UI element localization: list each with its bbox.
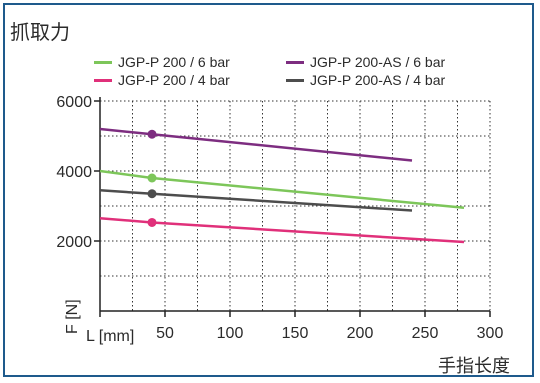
y-axis-label: F [N] <box>64 299 81 334</box>
legend-label: JGP-P 200 / 4 bar <box>118 72 230 88</box>
legend-label: JGP-P 200-AS / 6 bar <box>310 54 446 70</box>
x-tick-label: 150 <box>282 325 309 342</box>
series-marker-0 <box>147 173 157 183</box>
y-tick-label: 4000 <box>56 164 92 181</box>
grid <box>100 100 491 311</box>
legend-item-jgp-6bar: JGP-P 200 / 6 bar <box>94 54 230 70</box>
x-tick-label: 300 <box>477 325 504 342</box>
legend-label: JGP-P 200-AS / 4 bar <box>310 72 446 88</box>
x-tick-label: 50 <box>156 325 174 342</box>
legend-swatch <box>94 60 112 64</box>
legend-item-jgp-as-6bar: JGP-P 200-AS / 6 bar <box>286 54 445 70</box>
series-line-3 <box>99 189 413 212</box>
x-tick-label: 100 <box>217 325 244 342</box>
series-marker-1 <box>147 217 157 227</box>
x-axis-unit-label: L [mm] <box>86 328 135 345</box>
legend-swatch <box>286 60 304 64</box>
x-tick-label: 250 <box>412 325 439 342</box>
legend-item-jgp-4bar: JGP-P 200 / 4 bar <box>94 72 230 88</box>
legend-swatch <box>286 78 304 82</box>
axes <box>94 97 491 317</box>
series-group <box>99 127 465 244</box>
tick-labels: 50 100 150 200 250 300 2000 4000 6000 <box>56 94 503 342</box>
legend-swatch <box>94 78 112 82</box>
chart-title: 抓取力 <box>10 20 70 44</box>
y-tick-label: 2000 <box>56 234 92 251</box>
series-line-2 <box>99 127 413 162</box>
legend-label: JGP-P 200 / 6 bar <box>118 54 230 70</box>
legend-item-jgp-as-4bar: JGP-P 200-AS / 4 bar <box>286 72 445 88</box>
x-axis-title: 手指长度 <box>438 356 510 377</box>
series-marker-2 <box>147 129 157 139</box>
series-marker-3 <box>147 189 157 199</box>
x-tick-label: 200 <box>347 325 374 342</box>
y-tick-label: 6000 <box>56 94 92 111</box>
